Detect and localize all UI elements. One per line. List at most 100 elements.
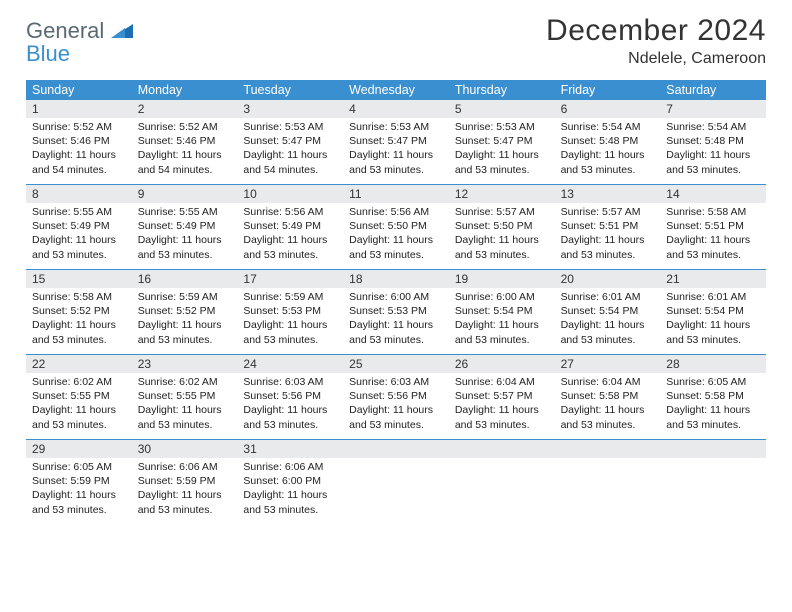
daylight-text: Daylight: 11 hours and 54 minutes. [243,148,337,176]
calendar-cell-empty [660,440,766,524]
day-number [449,440,555,458]
day-number: 23 [132,355,238,373]
brand-triangle-icon [111,25,133,42]
sunset-text: Sunset: 5:54 PM [455,304,549,318]
daylight-text: Daylight: 11 hours and 53 minutes. [243,488,337,516]
sunset-text: Sunset: 5:54 PM [666,304,760,318]
day-details: Sunrise: 5:53 AMSunset: 5:47 PMDaylight:… [237,118,343,183]
day-details: Sunrise: 6:04 AMSunset: 5:58 PMDaylight:… [555,373,661,438]
calendar-cell: 15Sunrise: 5:58 AMSunset: 5:52 PMDayligh… [26,270,132,354]
weekday-header: Wednesday [343,80,449,100]
day-number: 29 [26,440,132,458]
sunrise-text: Sunrise: 5:55 AM [138,205,232,219]
day-details: Sunrise: 5:54 AMSunset: 5:48 PMDaylight:… [555,118,661,183]
daylight-text: Daylight: 11 hours and 53 minutes. [32,403,126,431]
week-row: 8Sunrise: 5:55 AMSunset: 5:49 PMDaylight… [26,185,766,270]
daylight-text: Daylight: 11 hours and 53 minutes. [32,488,126,516]
calendar-cell: 13 Sunrise: 5:57 AMSunset: 5:51 PMDayligh… [555,185,661,269]
daylight-text: Daylight: 11 hours and 53 minutes. [349,233,443,261]
day-number: 13 [555,185,661,203]
location-text: Ndelele, Cameroon [546,50,766,68]
daylight-text: Daylight: 11 hours and 53 minutes. [561,403,655,431]
sunrise-text: Sunrise: 5:57 AM [561,205,655,219]
day-number: 11 [343,185,449,203]
day-number [343,440,449,458]
sunset-text: Sunset: 5:57 PM [455,389,549,403]
daylight-text: Daylight: 11 hours and 53 minutes. [561,318,655,346]
day-details: Sunrise: 6:05 AMSunset: 5:58 PMDaylight:… [660,373,766,438]
daylight-text: Daylight: 11 hours and 53 minutes. [561,148,655,176]
daylight-text: Daylight: 11 hours and 53 minutes. [349,403,443,431]
sunrise-text: Sunrise: 6:03 AM [349,375,443,389]
daylight-text: Daylight: 11 hours and 53 minutes. [243,403,337,431]
day-number: 22 [26,355,132,373]
calendar-cell: 12Sunrise: 5:57 AMSunset: 5:50 PMDayligh… [449,185,555,269]
daylight-text: Daylight: 11 hours and 53 minutes. [561,233,655,261]
day-details: Sunrise: 6:03 AMSunset: 5:56 PMDaylight:… [343,373,449,438]
brand-part2: Blue [26,41,70,66]
sunrise-text: Sunrise: 5:59 AM [138,290,232,304]
week-row: 1Sunrise: 5:52 AMSunset: 5:46 PMDaylight… [26,100,766,185]
calendar-cell: 21Sunrise: 6:01 AMSunset: 5:54 PMDayligh… [660,270,766,354]
day-details: Sunrise: 5:55 AMSunset: 5:49 PMDaylight:… [26,203,132,268]
day-number: 15 [26,270,132,288]
day-details: Sunrise: 5:52 AMSunset: 5:46 PMDaylight:… [132,118,238,183]
day-details: Sunrise: 5:56 AMSunset: 5:50 PMDaylight:… [343,203,449,268]
sunrise-text: Sunrise: 6:01 AM [561,290,655,304]
day-number: 10 [237,185,343,203]
calendar-cell: 28Sunrise: 6:05 AMSunset: 5:58 PMDayligh… [660,355,766,439]
sunset-text: Sunset: 5:53 PM [349,304,443,318]
calendar: SundayMondayTuesdayWednesdayThursdayFrid… [26,80,766,524]
page-title: December 2024 [546,14,766,48]
calendar-cell: 4Sunrise: 5:53 AMSunset: 5:47 PMDaylight… [343,100,449,184]
sunrise-text: Sunrise: 5:58 AM [32,290,126,304]
sunrise-text: Sunrise: 5:54 AM [561,120,655,134]
calendar-cell: 17Sunrise: 5:59 AMSunset: 5:53 PMDayligh… [237,270,343,354]
day-number: 27 [555,355,661,373]
day-number: 8 [26,185,132,203]
day-details: Sunrise: 6:00 AMSunset: 5:54 PMDaylight:… [449,288,555,353]
calendar-cell: 29Sunrise: 6:05 AMSunset: 5:59 PMDayligh… [26,440,132,524]
sunset-text: Sunset: 5:58 PM [666,389,760,403]
weekday-header: Saturday [660,80,766,100]
daylight-text: Daylight: 11 hours and 53 minutes. [666,403,760,431]
sunset-text: Sunset: 5:59 PM [138,474,232,488]
calendar-cell: 16Sunrise: 5:59 AMSunset: 5:52 PMDayligh… [132,270,238,354]
sunrise-text: Sunrise: 5:56 AM [243,205,337,219]
day-details: Sunrise: 6:04 AMSunset: 5:57 PMDaylight:… [449,373,555,438]
day-details: Sunrise: 5:53 AMSunset: 5:47 PMDaylight:… [343,118,449,183]
sunset-text: Sunset: 5:59 PM [32,474,126,488]
day-number: 12 [449,185,555,203]
daylight-text: Daylight: 11 hours and 53 minutes. [138,318,232,346]
sunset-text: Sunset: 5:54 PM [561,304,655,318]
daylight-text: Daylight: 11 hours and 53 minutes. [243,233,337,261]
page-header: General Blue December 2024 Ndelele, Came… [0,0,792,72]
daylight-text: Daylight: 11 hours and 53 minutes. [349,148,443,176]
day-number: 25 [343,355,449,373]
day-details: Sunrise: 6:06 AMSunset: 6:00 PMDaylight:… [237,458,343,523]
daylight-text: Daylight: 11 hours and 53 minutes. [666,233,760,261]
sunrise-text: Sunrise: 5:56 AM [349,205,443,219]
calendar-cell: 10 Sunrise: 5:56 AMSunset: 5:49 PMDayligh… [237,185,343,269]
day-number: 19 [449,270,555,288]
calendar-cell: 9Sunrise: 5:55 AMSunset: 5:49 PMDaylight… [132,185,238,269]
day-details: Sunrise: 5:54 AMSunset: 5:48 PMDaylight:… [660,118,766,183]
sunrise-text: Sunrise: 5:54 AM [666,120,760,134]
daylight-text: Daylight: 11 hours and 53 minutes. [455,233,549,261]
sunset-text: Sunset: 5:49 PM [243,219,337,233]
daylight-text: Daylight: 11 hours and 53 minutes. [32,233,126,261]
daylight-text: Daylight: 11 hours and 53 minutes. [138,233,232,261]
day-number: 20 [555,270,661,288]
sunset-text: Sunset: 5:47 PM [455,134,549,148]
calendar-cell: 11Sunrise: 5:56 AMSunset: 5:50 PMDayligh… [343,185,449,269]
sunset-text: Sunset: 5:52 PM [138,304,232,318]
sunset-text: Sunset: 5:50 PM [349,219,443,233]
daylight-text: Daylight: 11 hours and 54 minutes. [138,148,232,176]
day-number: 1 [26,100,132,118]
day-details: Sunrise: 5:52 AMSunset: 5:46 PMDaylight:… [26,118,132,183]
calendar-cell: 20 Sunrise: 6:01 AMSunset: 5:54 PMDayligh… [555,270,661,354]
sunset-text: Sunset: 5:51 PM [561,219,655,233]
calendar-cell: 8Sunrise: 5:55 AMSunset: 5:49 PMDaylight… [26,185,132,269]
day-details: Sunrise: 5:53 AMSunset: 5:47 PMDaylight:… [449,118,555,183]
day-details: Sunrise: 5:58 AMSunset: 5:51 PMDaylight:… [660,203,766,268]
